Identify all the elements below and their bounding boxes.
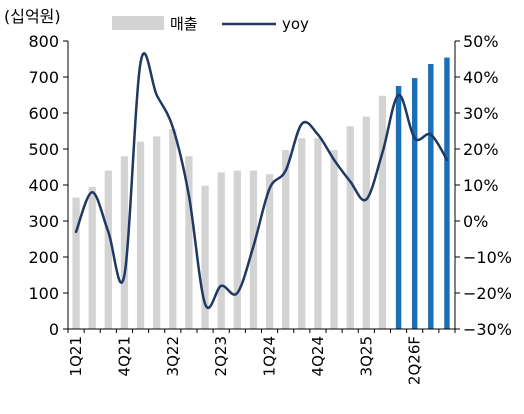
- right-tick-label: 0%: [463, 212, 488, 231]
- revenue-bar: [153, 136, 161, 329]
- left-tick-label: 400: [28, 176, 59, 195]
- x-tick-label: 3Q22: [164, 336, 182, 376]
- revenue-bar: [362, 116, 370, 329]
- legend: 매출 yoy: [112, 15, 309, 33]
- revenue-bar: [346, 126, 354, 329]
- right-tick-label: 40%: [463, 68, 499, 87]
- x-axis-ticks: 1Q21 4Q21 3Q22 2Q23 1Q24 4Q24 3Q25 2Q26F: [67, 329, 456, 385]
- x-tick-label: 4Q21: [115, 336, 133, 376]
- revenue-bar: [330, 150, 338, 329]
- revenue-bar: [185, 156, 193, 329]
- legend-label-revenue: 매출: [170, 15, 198, 33]
- left-tick-label: 300: [28, 212, 59, 231]
- forecast-revenue-bar: [428, 64, 434, 329]
- right-tick-label: 10%: [463, 176, 499, 195]
- right-tick-label: −10%: [463, 248, 512, 267]
- legend-swatch-revenue: [112, 16, 164, 30]
- revenue-bar: [120, 156, 129, 329]
- x-tick-label: 3Q25: [357, 336, 375, 376]
- left-tick-label: 500: [28, 140, 59, 159]
- forecast-revenue-bar: [395, 86, 402, 329]
- revenue-bar: [88, 186, 96, 329]
- left-tick-label: 0: [49, 320, 59, 339]
- forecast-revenue-bar: [444, 57, 450, 330]
- left-tick-label: 600: [28, 104, 59, 123]
- right-tick-label: −20%: [463, 284, 512, 303]
- x-tick-label: 4Q24: [309, 336, 327, 376]
- revenue-bar: [217, 172, 225, 329]
- revenue-bar: [136, 141, 145, 329]
- x-tick-label: 2Q23: [212, 336, 230, 376]
- x-tick-label: 1Q21: [67, 336, 85, 376]
- x-tick-label: 2Q26F: [406, 336, 424, 385]
- right-tick-label: −30%: [463, 320, 512, 339]
- revenue-bar: [314, 138, 322, 329]
- right-tick-label: 50%: [463, 32, 499, 51]
- legend-label-yoy: yoy: [282, 15, 309, 33]
- revenue-bar: [169, 129, 177, 329]
- forecast-revenue-bar: [411, 78, 418, 329]
- revenue-bar: [201, 185, 209, 329]
- x-tick-label: 1Q24: [261, 336, 279, 376]
- left-axis-ticks: 0 100 200 300 400 500 600 700 800: [28, 32, 68, 339]
- right-tick-label: 20%: [463, 140, 499, 159]
- left-tick-label: 200: [28, 248, 59, 267]
- revenue-bar: [72, 197, 80, 329]
- right-tick-label: 30%: [463, 104, 499, 123]
- left-tick-label: 700: [28, 68, 59, 87]
- unit-label: (십억원): [4, 7, 61, 26]
- left-tick-label: 100: [28, 284, 59, 303]
- yoy-line: [74, 52, 449, 309]
- revenue-bar: [104, 170, 112, 329]
- revenue-bar: [233, 170, 241, 329]
- revenue-bar: [265, 174, 274, 329]
- bar-series: [72, 57, 450, 330]
- revenue-bar: [282, 150, 290, 329]
- left-tick-label: 800: [28, 32, 59, 51]
- right-axis-ticks: −30% −20% −10% 0% 10% 20% 30% 40% 50%: [455, 32, 512, 339]
- revenue-bar: [298, 138, 306, 329]
- revenue-bar: [378, 95, 387, 329]
